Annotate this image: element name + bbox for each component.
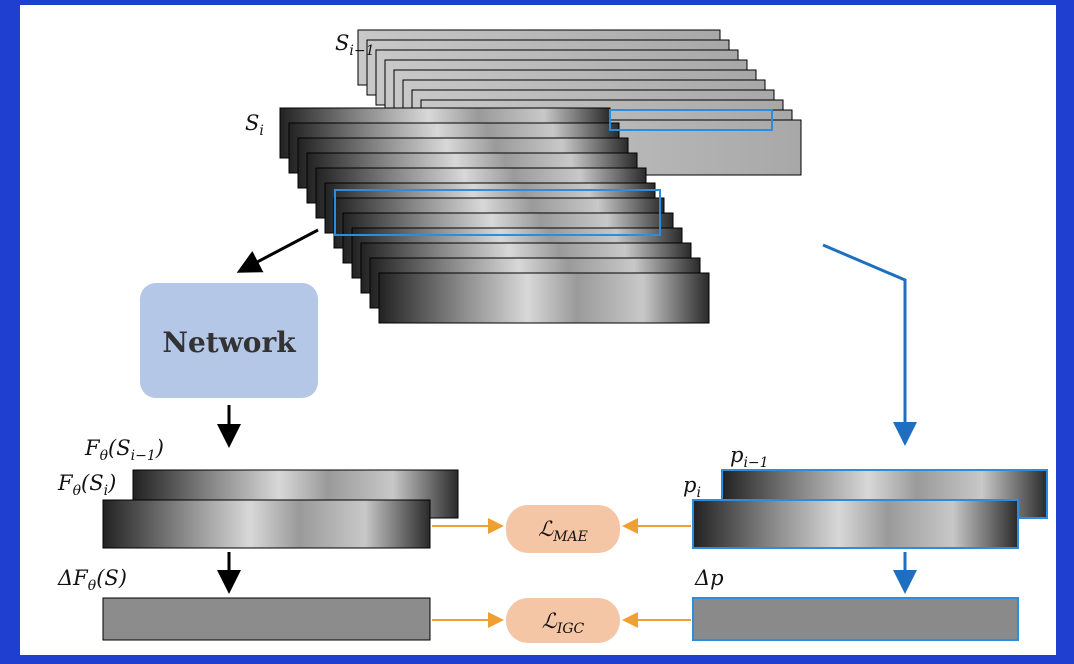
label-text: F — [84, 436, 101, 460]
label-text: ) — [155, 436, 164, 460]
label: Δp — [694, 566, 724, 590]
label-text: S — [245, 111, 259, 135]
label-text: ) — [107, 471, 116, 495]
label-text: F — [57, 471, 74, 495]
slice — [379, 273, 709, 323]
label-text: (S — [108, 436, 131, 460]
residual-image — [103, 598, 430, 640]
subscript: MAE — [552, 529, 588, 545]
subscript: i−1 — [743, 455, 768, 471]
subscript: IGC — [556, 621, 585, 637]
subscript: i−1 — [349, 43, 374, 59]
label-text: ℒ — [542, 609, 558, 633]
label-text: (S) — [96, 566, 127, 590]
label-text: p — [730, 443, 743, 467]
network-label: Network — [162, 326, 296, 359]
subscript: i — [259, 123, 263, 139]
label-text: (S — [81, 471, 104, 495]
image — [693, 500, 1018, 548]
residual-image — [693, 598, 1018, 640]
label-text: Δp — [694, 566, 724, 590]
diagram: Network Si−1SiFθ(Si−1)Fθ(Si)ΔFθ(S)pi−1pi… — [0, 0, 1074, 664]
label: Fθ(Si) — [57, 471, 116, 499]
label-text: ΔF — [57, 566, 89, 590]
label-text: S — [335, 31, 349, 55]
subscript: i — [696, 485, 700, 501]
label-text: p — [683, 473, 696, 497]
label-text: ℒ — [538, 517, 554, 541]
subscript: i−1 — [131, 448, 156, 464]
image — [103, 500, 430, 548]
